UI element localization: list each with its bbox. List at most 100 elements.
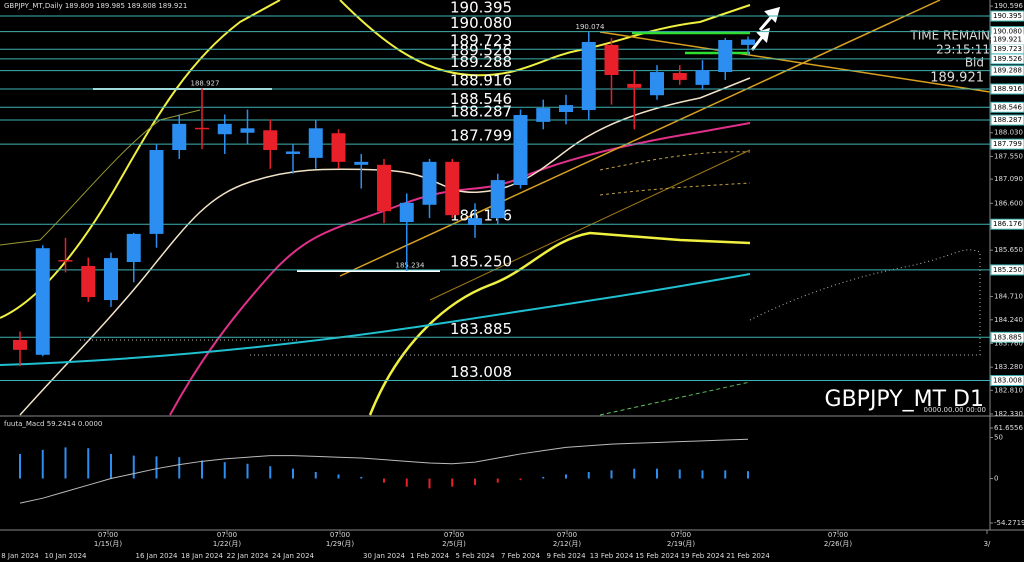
indicators <box>0 0 991 416</box>
date-label: 19 Feb 2024 <box>681 552 725 560</box>
level-label: 189.526 <box>450 41 512 59</box>
time-label: 07:00 <box>98 531 118 539</box>
cloud <box>749 249 981 356</box>
green-levels <box>632 31 750 55</box>
axis-level-box <box>990 10 1024 22</box>
macd-signal <box>19 438 749 504</box>
candle-body <box>195 127 209 130</box>
week-label: 2/26(月) <box>824 540 852 548</box>
level-label: 185.250 <box>450 252 512 270</box>
date-label: 30 Jan 2024 <box>363 552 406 560</box>
candle-body <box>35 248 50 355</box>
candle-body <box>490 180 505 219</box>
candle-body <box>354 161 369 165</box>
axis-level-label: 187.799 <box>993 140 1022 148</box>
date-label: 15 Feb 2024 <box>635 552 679 560</box>
band-inner <box>0 109 201 246</box>
axis-level-label: 190.080 <box>993 28 1022 36</box>
date-label: 1 Feb 2024 <box>410 552 450 560</box>
candle-body <box>581 41 596 111</box>
axis-level-box <box>990 83 1024 95</box>
candle-body <box>536 108 551 122</box>
axis-level-box <box>990 101 1024 113</box>
time-label: 07:00 <box>217 531 237 539</box>
chart-title: GBPJPY_MT,Daily 189.809 189.985 189.808 … <box>4 2 187 10</box>
candle-body <box>559 105 573 113</box>
time-stamp: 0000.00.00 00:00 <box>924 406 986 414</box>
candle-body <box>627 83 642 88</box>
level-label: 189.723 <box>450 32 512 50</box>
time-label: 07:00 <box>444 531 464 539</box>
time-label: 07:00 <box>330 531 350 539</box>
date-label: 21 Feb 2024 <box>726 552 770 560</box>
candle-body <box>399 202 414 223</box>
price-annotation: 188.927 <box>191 79 220 87</box>
trendline <box>339 0 941 277</box>
date-label: 24 Jan 2024 <box>272 552 315 560</box>
trendline <box>599 31 991 93</box>
axis-level-box <box>990 331 1024 343</box>
candle-body <box>126 233 141 263</box>
candle-body <box>422 161 437 205</box>
level-label: 188.916 <box>450 72 512 90</box>
axis-level-label: 185.250 <box>993 266 1022 274</box>
candle-body <box>650 72 664 96</box>
level-label: 188.287 <box>450 103 512 121</box>
time-remain-label: TIME REMAIN <box>909 29 990 43</box>
candle-body <box>513 114 528 186</box>
level-label: 187.799 <box>450 127 512 145</box>
week-label: 1/22(月) <box>213 540 241 548</box>
y-tick-label: 188.030 <box>994 129 1023 137</box>
y-tick-label: 187.090 <box>994 175 1023 183</box>
candle-body <box>718 39 733 73</box>
candle-body <box>81 265 96 298</box>
date-label: 18 Jan 2024 <box>181 552 224 560</box>
candle-body <box>58 260 73 262</box>
candle-body <box>286 151 300 154</box>
bid-label: Bid <box>965 56 984 70</box>
date-label: 10 Jan 2024 <box>45 552 88 560</box>
week-label: 2/5(月) <box>442 540 466 548</box>
candle-body <box>445 161 460 216</box>
axis-level-label: 190.395 <box>993 12 1022 20</box>
bid-box <box>991 34 1024 45</box>
candle-body <box>104 258 118 301</box>
axis-level-box <box>990 138 1024 150</box>
bid-value: 189.921 <box>930 71 984 86</box>
candle-body <box>263 130 278 151</box>
date-label: 8 Jan 2024 <box>1 552 39 560</box>
axis-level-label: 189.723 <box>993 45 1022 53</box>
level-label: 188.546 <box>450 90 512 108</box>
y-tick-label: 182.810 <box>994 386 1023 394</box>
axis-level-box <box>990 375 1024 387</box>
candle-body <box>240 128 255 133</box>
date-label: 13 Feb 2024 <box>590 552 634 560</box>
axis-level-box <box>990 218 1024 230</box>
candle-body <box>13 339 27 350</box>
candle-body <box>468 218 482 226</box>
week-label: 3/ <box>984 540 991 548</box>
date-label: 9 Feb 2024 <box>546 552 586 560</box>
level-label: 183.008 <box>450 363 512 381</box>
date-label: 16 Jan 2024 <box>136 552 179 560</box>
y-tick-label: 183.280 <box>994 363 1023 371</box>
y-tick-label: 182.330 <box>994 410 1023 418</box>
time-label: 07:00 <box>557 531 577 539</box>
candle-body <box>377 164 391 212</box>
axis-level-label: 183.008 <box>993 377 1022 385</box>
y-tick-label: 190.596 <box>994 2 1023 10</box>
week-label: 1/29(月) <box>326 540 354 548</box>
y-tick-label: 184.710 <box>994 293 1023 301</box>
candle-body <box>672 73 687 80</box>
axis-level-box <box>990 264 1024 276</box>
y-tick-label: 183.760 <box>994 339 1023 347</box>
axis-level-label: 189.288 <box>993 67 1022 75</box>
axis-level-box <box>990 65 1024 77</box>
time-label: 07:00 <box>828 531 848 539</box>
candle-body <box>149 150 164 234</box>
date-label: 5 Feb 2024 <box>455 552 495 560</box>
bollinger-lower <box>368 231 751 416</box>
